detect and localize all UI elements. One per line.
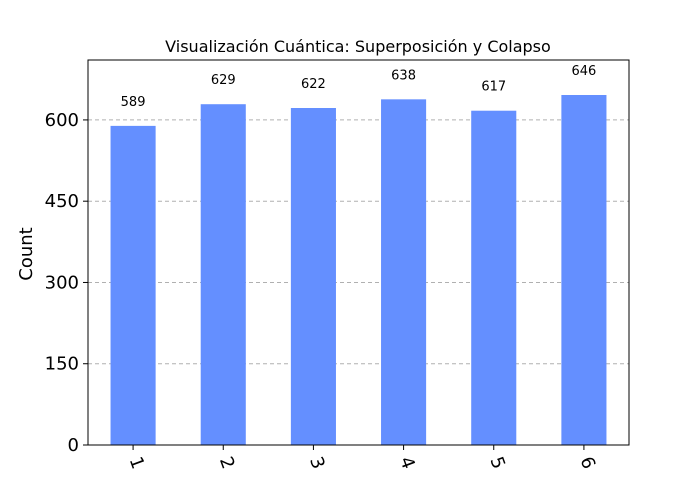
x-tick-label: 1: [125, 454, 149, 472]
x-tick-label: 5: [485, 454, 509, 472]
y-tick-label: 300: [45, 272, 79, 293]
data-labels: 589 629 622 638 617 646: [121, 64, 597, 110]
plot-frame: [87, 59, 630, 446]
bar: [290, 108, 336, 445]
x-ticks: 1 2 3 4 5 6: [125, 445, 599, 472]
y-tick-label: 450: [45, 191, 79, 212]
x-tick-label: 2: [215, 454, 239, 472]
data-label: 638: [391, 68, 416, 83]
bar: [381, 99, 427, 446]
bar: [471, 110, 517, 446]
y-ticks: 0 150 300 450 600: [45, 110, 88, 456]
x-tick-label: 6: [576, 454, 600, 472]
y-tick-label: 150: [45, 354, 79, 375]
bars: [110, 95, 607, 446]
y-tick-label: 600: [45, 110, 79, 131]
data-label: 617: [481, 80, 506, 95]
x-tick-label: 3: [305, 454, 329, 472]
data-label: 646: [572, 64, 597, 79]
data-label: 629: [211, 73, 236, 88]
data-label: 589: [121, 95, 146, 110]
y-axis-label: Count: [16, 227, 37, 280]
y-tick-label: 0: [68, 435, 79, 456]
data-label: 622: [301, 77, 326, 92]
bar: [200, 104, 246, 446]
x-tick-label: 4: [395, 454, 419, 472]
gridlines: [88, 119, 629, 365]
chart-title: Visualización Cuántica: Superposición y …: [165, 37, 551, 56]
bar: [110, 125, 156, 445]
bar: [561, 95, 607, 445]
